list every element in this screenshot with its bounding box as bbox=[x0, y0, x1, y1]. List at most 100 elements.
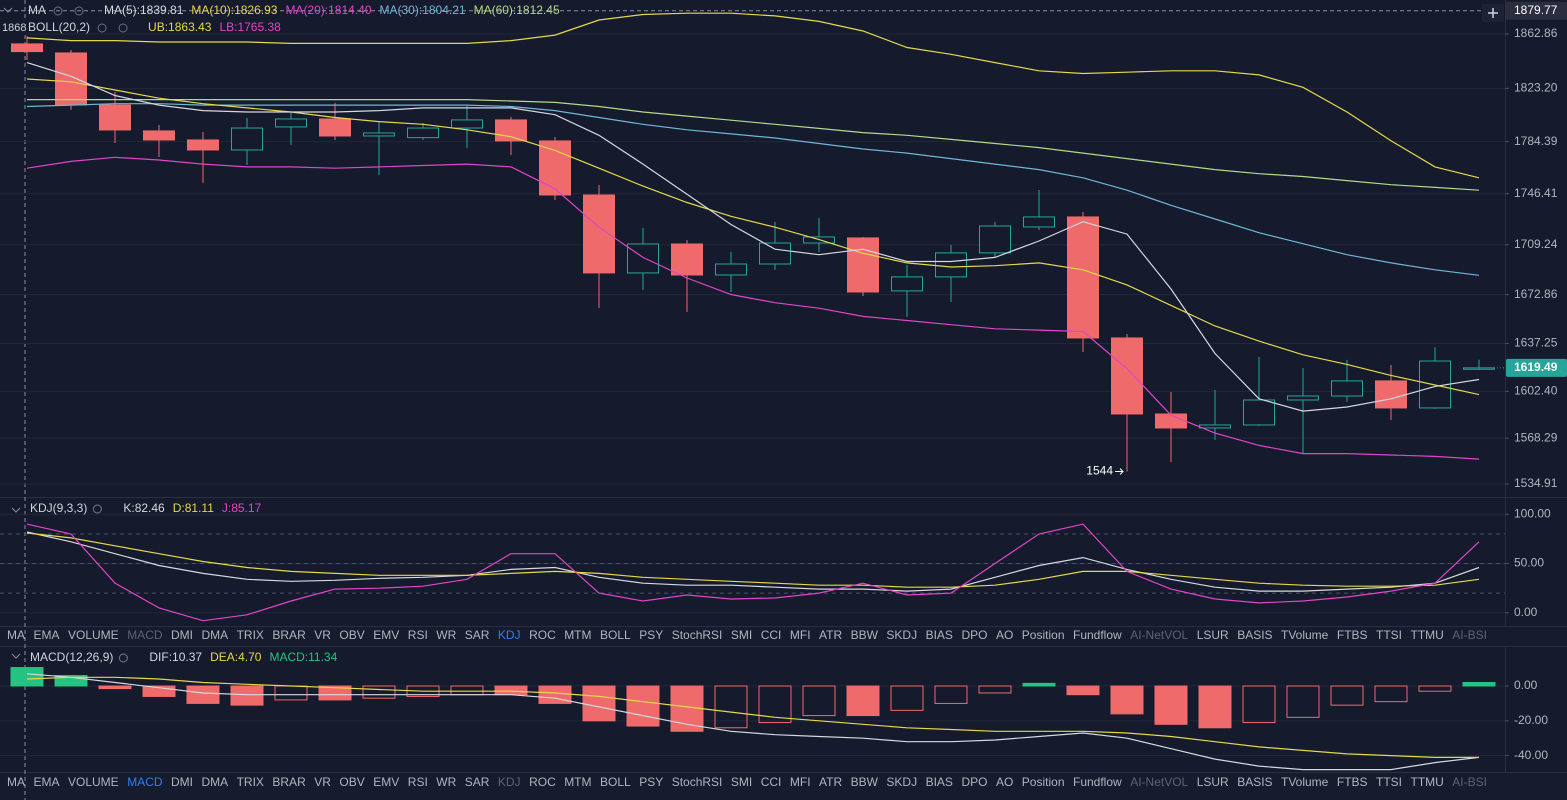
indicator-tab[interactable]: AI-NetVOL bbox=[1130, 775, 1188, 789]
macd-bar bbox=[494, 685, 528, 696]
y-tick-label: 1534.91 bbox=[1514, 476, 1558, 490]
indicator-tab[interactable]: MFI bbox=[790, 628, 811, 642]
indicator-tab[interactable]: TRIX bbox=[237, 775, 264, 789]
indicator-tab[interactable]: BBW bbox=[851, 775, 879, 789]
macd-bar bbox=[1286, 685, 1320, 718]
indicator-tab[interactable]: AO bbox=[996, 628, 1013, 642]
indicator-tab[interactable]: AI-BSI bbox=[1452, 628, 1487, 642]
indicator-tab[interactable]: Position bbox=[1022, 775, 1065, 789]
indicator-tab[interactable]: MFI bbox=[790, 775, 811, 789]
indicator-tab[interactable]: SMI bbox=[731, 775, 752, 789]
indicator-tab[interactable]: Fundflow bbox=[1073, 775, 1122, 789]
indicator-tab[interactable]: OBV bbox=[339, 775, 364, 789]
indicator-tab[interactable]: Fundflow bbox=[1073, 628, 1122, 642]
indicator-tab[interactable]: FTBS bbox=[1337, 628, 1368, 642]
indicator-tab[interactable]: MTM bbox=[564, 628, 591, 642]
indicator-tab[interactable]: ROC bbox=[529, 775, 556, 789]
macd-bar bbox=[186, 685, 220, 704]
indicator-tab[interactable]: DPO bbox=[962, 775, 988, 789]
y-tick-label: 100.00 bbox=[1514, 506, 1551, 520]
indicator-tab[interactable]: PSY bbox=[639, 628, 663, 642]
macd-bar bbox=[1110, 685, 1144, 715]
indicator-tab[interactable]: VR bbox=[314, 775, 331, 789]
indicator-tab[interactable]: StochRSI bbox=[672, 628, 723, 642]
legend-item: MA(5):1839.81 bbox=[104, 3, 184, 17]
collapse-chevron[interactable] bbox=[11, 507, 21, 513]
indicator-tab[interactable]: EMV bbox=[373, 775, 399, 789]
indicator-tab[interactable]: TTMU bbox=[1411, 628, 1444, 642]
indicator-tab[interactable]: RSI bbox=[408, 628, 428, 642]
indicator-tab[interactable]: DMI bbox=[171, 775, 193, 789]
indicator-tab[interactable]: BASIS bbox=[1237, 628, 1272, 642]
indicator-tab[interactable]: EMV bbox=[373, 628, 399, 642]
indicator-tab[interactable]: RSI bbox=[408, 775, 428, 789]
indicator-tab[interactable]: CCI bbox=[761, 775, 782, 789]
indicator-tab[interactable]: VR bbox=[314, 628, 331, 642]
indicator-tab[interactable]: TRIX bbox=[237, 628, 264, 642]
indicator-tab[interactable]: TVolume bbox=[1281, 628, 1329, 642]
indicator-tab[interactable]: BRAR bbox=[272, 628, 306, 642]
collapse-chevron[interactable] bbox=[3, 7, 13, 13]
indicator-tab[interactable]: WR bbox=[436, 628, 456, 642]
indicator-tab[interactable]: BOLL bbox=[600, 628, 631, 642]
legend-item: MA(60):1812.45 bbox=[474, 3, 560, 17]
indicator-tab[interactable]: FTBS bbox=[1337, 775, 1368, 789]
legend-item: MACD:11.34 bbox=[269, 650, 337, 664]
indicator-tab[interactable]: BIAS bbox=[926, 628, 953, 642]
indicator-tab[interactable]: VOLUME bbox=[68, 628, 119, 642]
indicator-tab[interactable]: DPO bbox=[962, 628, 988, 642]
indicator-tab[interactable]: ROC bbox=[529, 628, 556, 642]
macd-bar bbox=[626, 685, 660, 727]
indicator-tab[interactable]: AI-NetVOL bbox=[1130, 628, 1188, 642]
indicator-tab[interactable]: ATR bbox=[819, 775, 842, 789]
indicator-tab[interactable]: TTSI bbox=[1376, 775, 1402, 789]
indicator-tab[interactable]: AO bbox=[996, 775, 1013, 789]
indicator-tab[interactable]: DMI bbox=[171, 628, 193, 642]
indicator-tab[interactable]: SKDJ bbox=[886, 775, 917, 789]
indicator-tab[interactable]: AI-BSI bbox=[1452, 775, 1487, 789]
legend-item: MA(10):1826.93 bbox=[191, 3, 277, 17]
indicator-tab[interactable]: TVolume bbox=[1281, 775, 1329, 789]
indicator-tab[interactable]: SAR bbox=[465, 775, 490, 789]
legend-item: KDJ(9,3,3) bbox=[30, 501, 87, 515]
indicator-tab[interactable]: CCI bbox=[761, 628, 782, 642]
indicator-tab[interactable]: TTSI bbox=[1376, 628, 1402, 642]
indicator-tab[interactable]: LSUR bbox=[1197, 775, 1229, 789]
indicator-tab[interactable]: SAR bbox=[465, 628, 490, 642]
y-tick-label: 1568.29 bbox=[1514, 430, 1558, 444]
indicator-tab[interactable]: BBW bbox=[851, 628, 879, 642]
indicator-tab[interactable]: ATR bbox=[819, 628, 842, 642]
header-icon bbox=[118, 653, 128, 663]
indicator-tab[interactable]: BOLL bbox=[600, 775, 631, 789]
indicator-tab[interactable]: EMA bbox=[34, 775, 60, 789]
indicator-tab[interactable]: DMA bbox=[202, 628, 229, 642]
candle-body bbox=[55, 52, 87, 106]
indicator-tab[interactable]: MTM bbox=[564, 775, 591, 789]
indicator-tab[interactable]: SKDJ bbox=[886, 628, 917, 642]
indicator-tab[interactable]: DMA bbox=[202, 775, 229, 789]
indicator-tab[interactable]: BASIS bbox=[1237, 775, 1272, 789]
macd-bar bbox=[1418, 685, 1452, 692]
indicator-tab[interactable]: MACD bbox=[127, 775, 163, 789]
indicator-tab[interactable]: Position bbox=[1022, 628, 1065, 642]
indicator-tab[interactable]: PSY bbox=[639, 775, 663, 789]
indicator-tab[interactable]: BIAS bbox=[926, 775, 953, 789]
indicator-tab[interactable]: WR bbox=[436, 775, 456, 789]
indicator-tab[interactable]: BRAR bbox=[272, 775, 306, 789]
indicator-tab[interactable]: MA bbox=[7, 628, 25, 642]
y-tick-label: 1823.20 bbox=[1514, 81, 1558, 95]
indicator-tab[interactable]: KDJ bbox=[498, 628, 521, 642]
indicator-tab[interactable]: MACD bbox=[127, 628, 163, 642]
indicator-tab[interactable]: OBV bbox=[339, 628, 364, 642]
indicator-tab[interactable]: VOLUME bbox=[68, 775, 119, 789]
candle-body bbox=[1023, 216, 1055, 228]
indicator-tab[interactable]: TTMU bbox=[1411, 775, 1444, 789]
indicator-tab[interactable]: EMA bbox=[34, 628, 60, 642]
indicator-tab[interactable]: KDJ bbox=[498, 775, 521, 789]
indicator-tab[interactable]: StochRSI bbox=[672, 775, 723, 789]
indicator-tab[interactable]: MA bbox=[7, 775, 25, 789]
indicator-tab[interactable]: SMI bbox=[731, 628, 752, 642]
indicator-tab[interactable]: LSUR bbox=[1197, 628, 1229, 642]
collapse-chevron[interactable] bbox=[11, 653, 21, 659]
